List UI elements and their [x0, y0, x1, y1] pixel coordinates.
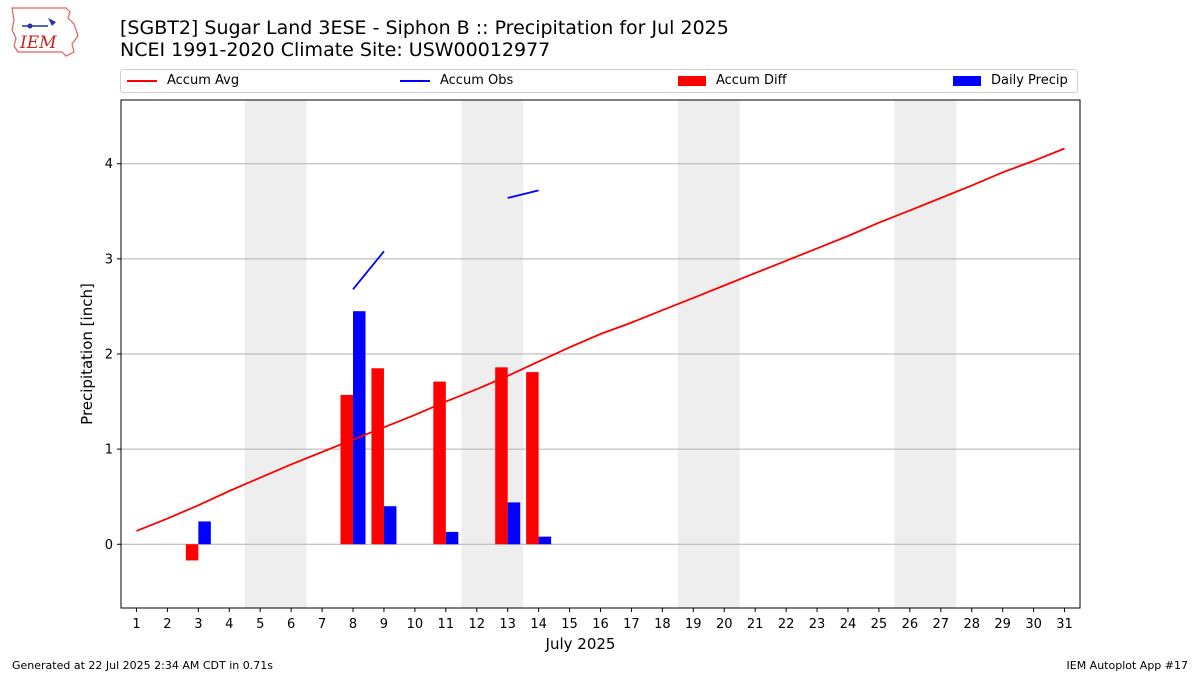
footer-generated: Generated at 22 Jul 2025 2:34 AM CDT in …	[12, 659, 273, 672]
x-tick-label-31: 31	[1056, 617, 1073, 632]
y-tick-label-2: 2	[105, 348, 113, 363]
legend-swatch-accum-obs	[400, 79, 430, 82]
x-tick-label-28: 28	[963, 617, 980, 632]
x-tick-label-10: 10	[407, 617, 424, 632]
accum-diff-bar-14	[526, 372, 539, 545]
legend-item-daily-precip: Daily Precip	[953, 73, 1068, 88]
x-tick-label-29: 29	[994, 617, 1011, 632]
legend-label-accum-avg: Accum Avg	[167, 73, 240, 88]
x-tick-label-1: 1	[132, 617, 140, 632]
accum-avg-line	[136, 147, 1065, 532]
accum-obs-segment-1	[507, 189, 539, 199]
x-tick-label-23: 23	[809, 617, 826, 632]
accum-diff-bar-3	[185, 544, 199, 561]
legend-swatch-daily-precip	[953, 75, 981, 86]
x-tick-label-12: 12	[468, 617, 485, 632]
x-tick-label-24: 24	[840, 617, 857, 632]
y-tick-label-0: 0	[105, 538, 113, 553]
legend-label-accum-obs: Accum Obs	[440, 73, 514, 88]
x-tick-label-16: 16	[592, 617, 609, 632]
daily-precip-bar-13	[507, 502, 521, 545]
y-tick-label-4: 4	[105, 157, 113, 172]
daily-precip-bar-8	[353, 311, 366, 545]
x-tick-label-19: 19	[685, 617, 702, 632]
x-axis-label: July 2025	[545, 635, 616, 653]
x-tick-label-30: 30	[1025, 617, 1042, 632]
daily-precip-bar-9	[383, 506, 397, 545]
x-tick-label-2: 2	[163, 617, 171, 632]
y-tick-label-3: 3	[105, 252, 113, 267]
x-tick-label-14: 14	[530, 617, 547, 632]
legend-item-accum-diff: Accum Diff	[678, 73, 787, 88]
daily-precip-bar-14	[538, 536, 552, 545]
x-tick-label-25: 25	[871, 617, 888, 632]
legend-item-accum-avg: Accum Avg	[127, 73, 239, 88]
x-tick-label-9: 9	[380, 617, 388, 632]
footer-app: IEM Autoplot App #17	[1066, 659, 1189, 672]
x-tick-label-17: 17	[623, 617, 640, 632]
x-tick-label-18: 18	[654, 617, 671, 632]
logo-text: IEM	[19, 33, 57, 53]
x-tick-label-22: 22	[778, 617, 795, 632]
daily-precip-bar-11	[445, 531, 459, 545]
x-tick-label-20: 20	[716, 617, 733, 632]
x-tick-label-21: 21	[747, 617, 764, 632]
chart-title: [SGBT2] Sugar Land 3ESE - Siphon B :: Pr…	[120, 17, 729, 61]
accum-obs-segment-0	[352, 250, 385, 290]
x-tick-label-27: 27	[933, 617, 950, 632]
x-tick-label-6: 6	[287, 617, 295, 632]
daily-precip-bar-3	[198, 521, 211, 545]
legend-label-daily-precip: Daily Precip	[991, 73, 1068, 88]
title-line-2: NCEI 1991-2020 Climate Site: USW00012977	[120, 39, 551, 61]
accum-diff-bar-11	[433, 381, 446, 545]
accum-diff-bar-9	[371, 368, 384, 545]
y-axis-label: Precipitation [inch]	[78, 283, 96, 425]
legend-item-accum-obs: Accum Obs	[400, 73, 513, 88]
x-tick-label-26: 26	[902, 617, 919, 632]
x-tick-label-5: 5	[256, 617, 264, 632]
title-line-1: [SGBT2] Sugar Land 3ESE - Siphon B :: Pr…	[120, 17, 729, 39]
accum-diff-bar-13	[495, 367, 508, 545]
x-tick-label-15: 15	[561, 617, 578, 632]
legend: Accum Avg Accum Obs Accum Diff Daily Pre…	[120, 69, 1078, 93]
y-tick-label-1: 1	[105, 443, 113, 458]
accum-diff-bar-8	[340, 394, 354, 545]
x-tick-label-8: 8	[349, 617, 357, 632]
legend-swatch-accum-avg	[127, 79, 157, 82]
x-tick-label-7: 7	[318, 617, 326, 632]
legend-label-accum-diff: Accum Diff	[716, 73, 787, 88]
x-tick-label-11: 11	[438, 617, 455, 632]
x-tick-label-13: 13	[499, 617, 516, 632]
x-tick-label-3: 3	[194, 617, 202, 632]
x-tick-label-4: 4	[225, 617, 233, 632]
iem-logo: IEM	[8, 6, 80, 60]
legend-swatch-accum-diff	[678, 75, 706, 86]
